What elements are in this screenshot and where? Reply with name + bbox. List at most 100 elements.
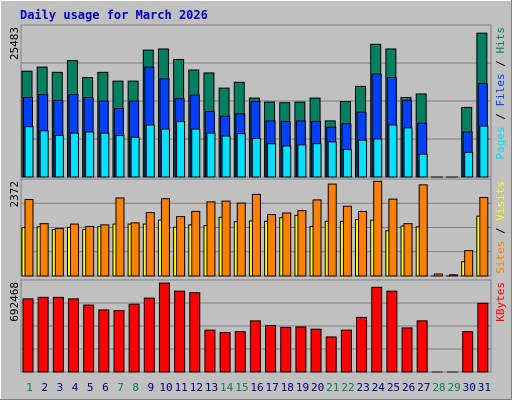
x-tick-label-30: 30: [463, 381, 476, 394]
x-tick-label-21: 21: [326, 381, 339, 394]
bar-sites-day-3: [55, 228, 63, 276]
bar-kbytes-day-4: [68, 299, 78, 372]
bar-kbytes-day-13: [205, 330, 215, 372]
x-tick-label-15: 15: [235, 381, 248, 394]
x-tick-label-8: 8: [132, 381, 139, 394]
x-tick-label-14: 14: [220, 381, 234, 394]
bar-kbytes-day-26: [402, 328, 412, 372]
x-tick-label-12: 12: [190, 381, 203, 394]
bar-sites-day-25: [389, 199, 397, 276]
bar-kbytes-day-20: [311, 329, 321, 372]
bar-kbytes-day-21: [326, 337, 336, 372]
bar-kbytes-day-5: [84, 305, 94, 372]
bar-sites-day-31: [480, 198, 488, 276]
bar-kbytes-day-16: [250, 321, 260, 372]
legend-hits-files-pages: Pages / Files / Hits: [494, 27, 507, 160]
legend-sites: Sites: [494, 241, 507, 274]
x-tick-label-29: 29: [447, 381, 460, 394]
bar-sites-day-12: [192, 211, 200, 276]
x-tick-label-23: 23: [357, 381, 370, 394]
bar-sites-day-21: [328, 184, 336, 276]
bar-pages-day-1: [25, 127, 33, 177]
x-tick-label-24: 24: [372, 381, 386, 394]
bar-kbytes-day-15: [235, 332, 245, 372]
bar-kbytes-day-18: [281, 327, 291, 372]
legend-hits: Hits: [494, 27, 507, 54]
bar-sites-day-15: [237, 203, 245, 276]
bar-pages-day-8: [131, 137, 139, 177]
bar-kbytes-day-3: [53, 297, 63, 372]
bar-sites-day-14: [222, 201, 230, 276]
axis-max-label: 25483: [8, 27, 21, 60]
bar-pages-day-23: [359, 140, 367, 177]
bar-kbytes-day-30: [463, 332, 473, 372]
bar-sites-day-9: [146, 213, 154, 276]
bar-sites-day-26: [404, 224, 412, 276]
bar-sites-day-22: [343, 206, 351, 276]
x-tick-label-20: 20: [311, 381, 324, 394]
bar-pages-day-31: [480, 126, 488, 177]
bar-kbytes-day-8: [129, 304, 139, 372]
x-tick-label-22: 22: [341, 381, 354, 394]
bar-kbytes-day-9: [144, 298, 154, 372]
axis-max-label: 692468: [8, 282, 21, 322]
x-tick-label-11: 11: [175, 381, 188, 394]
x-tick-label-5: 5: [87, 381, 94, 394]
x-tick-label-28: 28: [432, 381, 445, 394]
bar-pages-day-15: [237, 134, 245, 177]
bar-pages-day-21: [328, 142, 336, 177]
bar-sites-day-20: [313, 200, 321, 276]
bar-kbytes-day-24: [372, 287, 382, 372]
bar-pages-day-26: [404, 128, 412, 177]
bar-pages-day-17: [268, 144, 276, 177]
bar-kbytes-day-6: [99, 310, 109, 372]
axis-max-label: 2372: [8, 181, 21, 208]
bar-sites-day-24: [374, 181, 382, 276]
bar-sites-day-4: [70, 224, 78, 276]
legend-kbytes: KBytes: [494, 282, 507, 322]
bar-pages-day-7: [116, 135, 124, 177]
bar-kbytes-day-11: [175, 291, 185, 372]
bar-sites-day-27: [419, 185, 427, 276]
x-tick-label-31: 31: [478, 381, 491, 394]
x-tick-label-27: 27: [417, 381, 430, 394]
bar-pages-day-9: [146, 125, 154, 177]
bar-pages-day-2: [40, 131, 48, 177]
bar-pages-day-11: [177, 121, 185, 177]
x-tick-label-17: 17: [266, 381, 279, 394]
x-tick-label-4: 4: [72, 381, 79, 394]
bar-sites-day-17: [268, 215, 276, 276]
bar-kbytes-day-14: [220, 333, 230, 372]
bar-pages-day-5: [86, 132, 94, 177]
bar-pages-day-22: [343, 150, 351, 177]
x-tick-label-3: 3: [57, 381, 64, 394]
bar-sites-day-23: [359, 211, 367, 276]
bar-kbytes-day-31: [478, 303, 488, 372]
bar-pages-day-20: [313, 144, 321, 177]
legend-pages: Pages: [494, 126, 507, 159]
bar-sites-day-13: [207, 202, 215, 276]
bar-sites-day-29: [450, 275, 458, 276]
bar-pages-day-13: [207, 133, 215, 177]
bar-kbytes-day-27: [417, 321, 427, 372]
bar-kbytes-day-1: [23, 299, 33, 372]
legend-divider: /: [494, 54, 507, 74]
legend-kbytes: KBytes: [494, 282, 507, 322]
x-tick-label-9: 9: [148, 381, 155, 394]
x-tick-label-26: 26: [402, 381, 415, 394]
bar-sites-day-28: [434, 274, 442, 276]
bar-pages-day-10: [161, 129, 169, 177]
bar-pages-day-6: [101, 133, 109, 177]
x-tick-label-18: 18: [281, 381, 294, 394]
bar-kbytes-day-10: [159, 283, 169, 372]
bar-pages-day-4: [70, 133, 78, 177]
x-tick-label-19: 19: [296, 381, 309, 394]
legend-visits: Visits: [494, 181, 507, 221]
bar-kbytes-day-2: [38, 297, 48, 372]
bar-sites-day-7: [116, 198, 124, 276]
x-tick-label-13: 13: [205, 381, 218, 394]
bar-sites-day-16: [252, 194, 260, 276]
legend-files: Files: [494, 73, 507, 106]
